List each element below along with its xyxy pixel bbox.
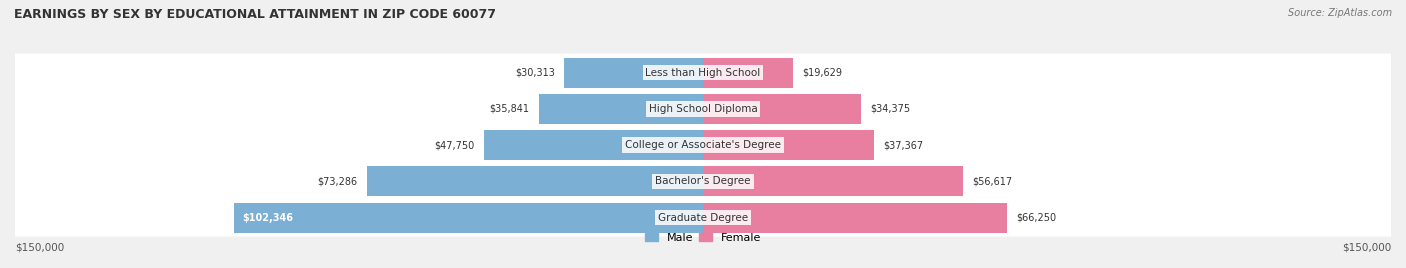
Bar [564,58,703,88]
Text: Source: ZipAtlas.com: Source: ZipAtlas.com [1288,8,1392,18]
Text: Less than High School: Less than High School [645,68,761,77]
Text: College or Associate's Degree: College or Associate's Degree [626,140,780,150]
Bar [703,130,875,160]
Legend: Male, Female: Male, Female [640,228,766,247]
FancyBboxPatch shape [15,199,1391,237]
Bar [703,203,1007,233]
Text: $73,286: $73,286 [318,176,357,186]
FancyBboxPatch shape [15,90,1391,128]
FancyBboxPatch shape [15,54,1391,91]
Text: $34,375: $34,375 [870,104,910,114]
FancyBboxPatch shape [15,126,1391,164]
Bar [703,58,793,88]
Text: $102,346: $102,346 [243,213,294,223]
Bar [538,94,703,124]
FancyBboxPatch shape [15,162,1391,200]
Bar [367,166,703,196]
Text: $37,367: $37,367 [883,140,924,150]
Text: EARNINGS BY SEX BY EDUCATIONAL ATTAINMENT IN ZIP CODE 60077: EARNINGS BY SEX BY EDUCATIONAL ATTAINMEN… [14,8,496,21]
Text: Graduate Degree: Graduate Degree [658,213,748,223]
Bar [703,166,963,196]
Bar [233,203,703,233]
Text: $66,250: $66,250 [1017,213,1056,223]
Text: $30,313: $30,313 [515,68,555,77]
Text: $56,617: $56,617 [972,176,1012,186]
Bar [484,130,703,160]
Text: Bachelor's Degree: Bachelor's Degree [655,176,751,186]
Text: $150,000: $150,000 [15,243,65,253]
Text: $19,629: $19,629 [803,68,842,77]
Text: $35,841: $35,841 [489,104,530,114]
Text: High School Diploma: High School Diploma [648,104,758,114]
Bar [703,94,860,124]
Text: $150,000: $150,000 [1341,243,1391,253]
Text: $47,750: $47,750 [434,140,475,150]
